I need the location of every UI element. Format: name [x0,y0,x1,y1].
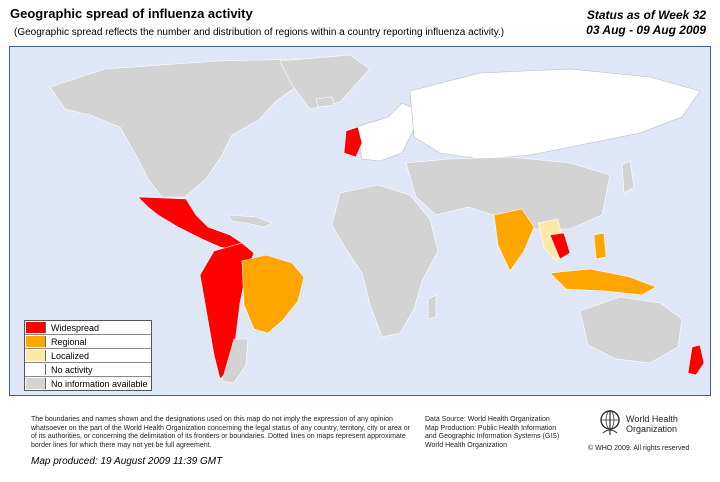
data-source: Data Source: World Health Organization M… [425,416,595,450]
region-india [493,208,535,272]
copyright: © WHO 2009. All rights reserved [588,445,690,452]
legend-label: No activity [51,364,93,375]
status-week-line: Status as of Week 32 [586,8,706,22]
legend-swatch [26,378,46,389]
region-north-america [49,58,311,198]
region-brazil [241,254,305,334]
world-map-svg [49,54,705,384]
legend-swatch [26,364,46,375]
source-line: Map Production: Public Health Informatio… [425,424,557,432]
legend-item-localized: Localized [25,349,151,363]
region-madagascar [427,294,437,320]
region-new-zealand [687,344,705,376]
region-europe [355,102,421,162]
legend-item-widespread: Widespread [25,321,151,335]
region-united-kingdom [343,126,363,158]
region-russia [409,68,701,160]
region-caribbean [227,214,273,228]
legend-item-no-activity: No activity [25,363,151,377]
region-greenland [279,54,371,110]
region-thailand [549,232,571,260]
region-asia [405,156,611,230]
legend-item-regional: Regional [25,335,151,349]
legend-label: Widespread [51,322,100,333]
disclaimer-text: The boundaries and names shown and the d… [31,416,410,449]
who-name: World Health Organization [626,414,678,434]
map-subtitle: (Geographic spread reflects the number a… [14,27,505,38]
region-philippines [593,232,607,260]
legend-item-no-information: No information available [25,377,151,390]
region-argentina-south [221,338,249,384]
map-legend: Widespread Regional Localized No activit… [24,320,152,391]
legend-swatch [26,322,46,333]
status-date-range: 03 Aug - 09 Aug 2009 [586,23,706,37]
source-line: Data Source: World Health Organization [425,416,550,423]
who-emblem-icon [600,410,620,435]
legend-swatch [26,350,46,361]
legend-label: Localized [51,350,90,361]
region-japan [621,160,635,194]
source-line: World Health Organization [425,441,507,449]
who-name-line: World Health [626,414,678,424]
legend-label: Regional [51,336,87,347]
status-week: Status as of Week 32 03 Aug - 09 Aug 200… [586,8,706,38]
region-africa [331,184,439,338]
map-title: Geographic spread of influenza activity [10,6,253,21]
who-name-line: Organization [626,424,678,434]
legend-swatch [26,336,46,347]
region-maritime-asia [549,268,657,296]
region-australia [579,296,683,364]
region-iceland [315,96,335,108]
region-mexico-central-america [137,196,243,251]
map-produced-date: Map produced: 19 August 2009 11:39 GMT [31,456,223,467]
source-line: and Geographic Information Systems (GIS) [425,433,560,440]
legend-label: No information available [51,378,148,389]
